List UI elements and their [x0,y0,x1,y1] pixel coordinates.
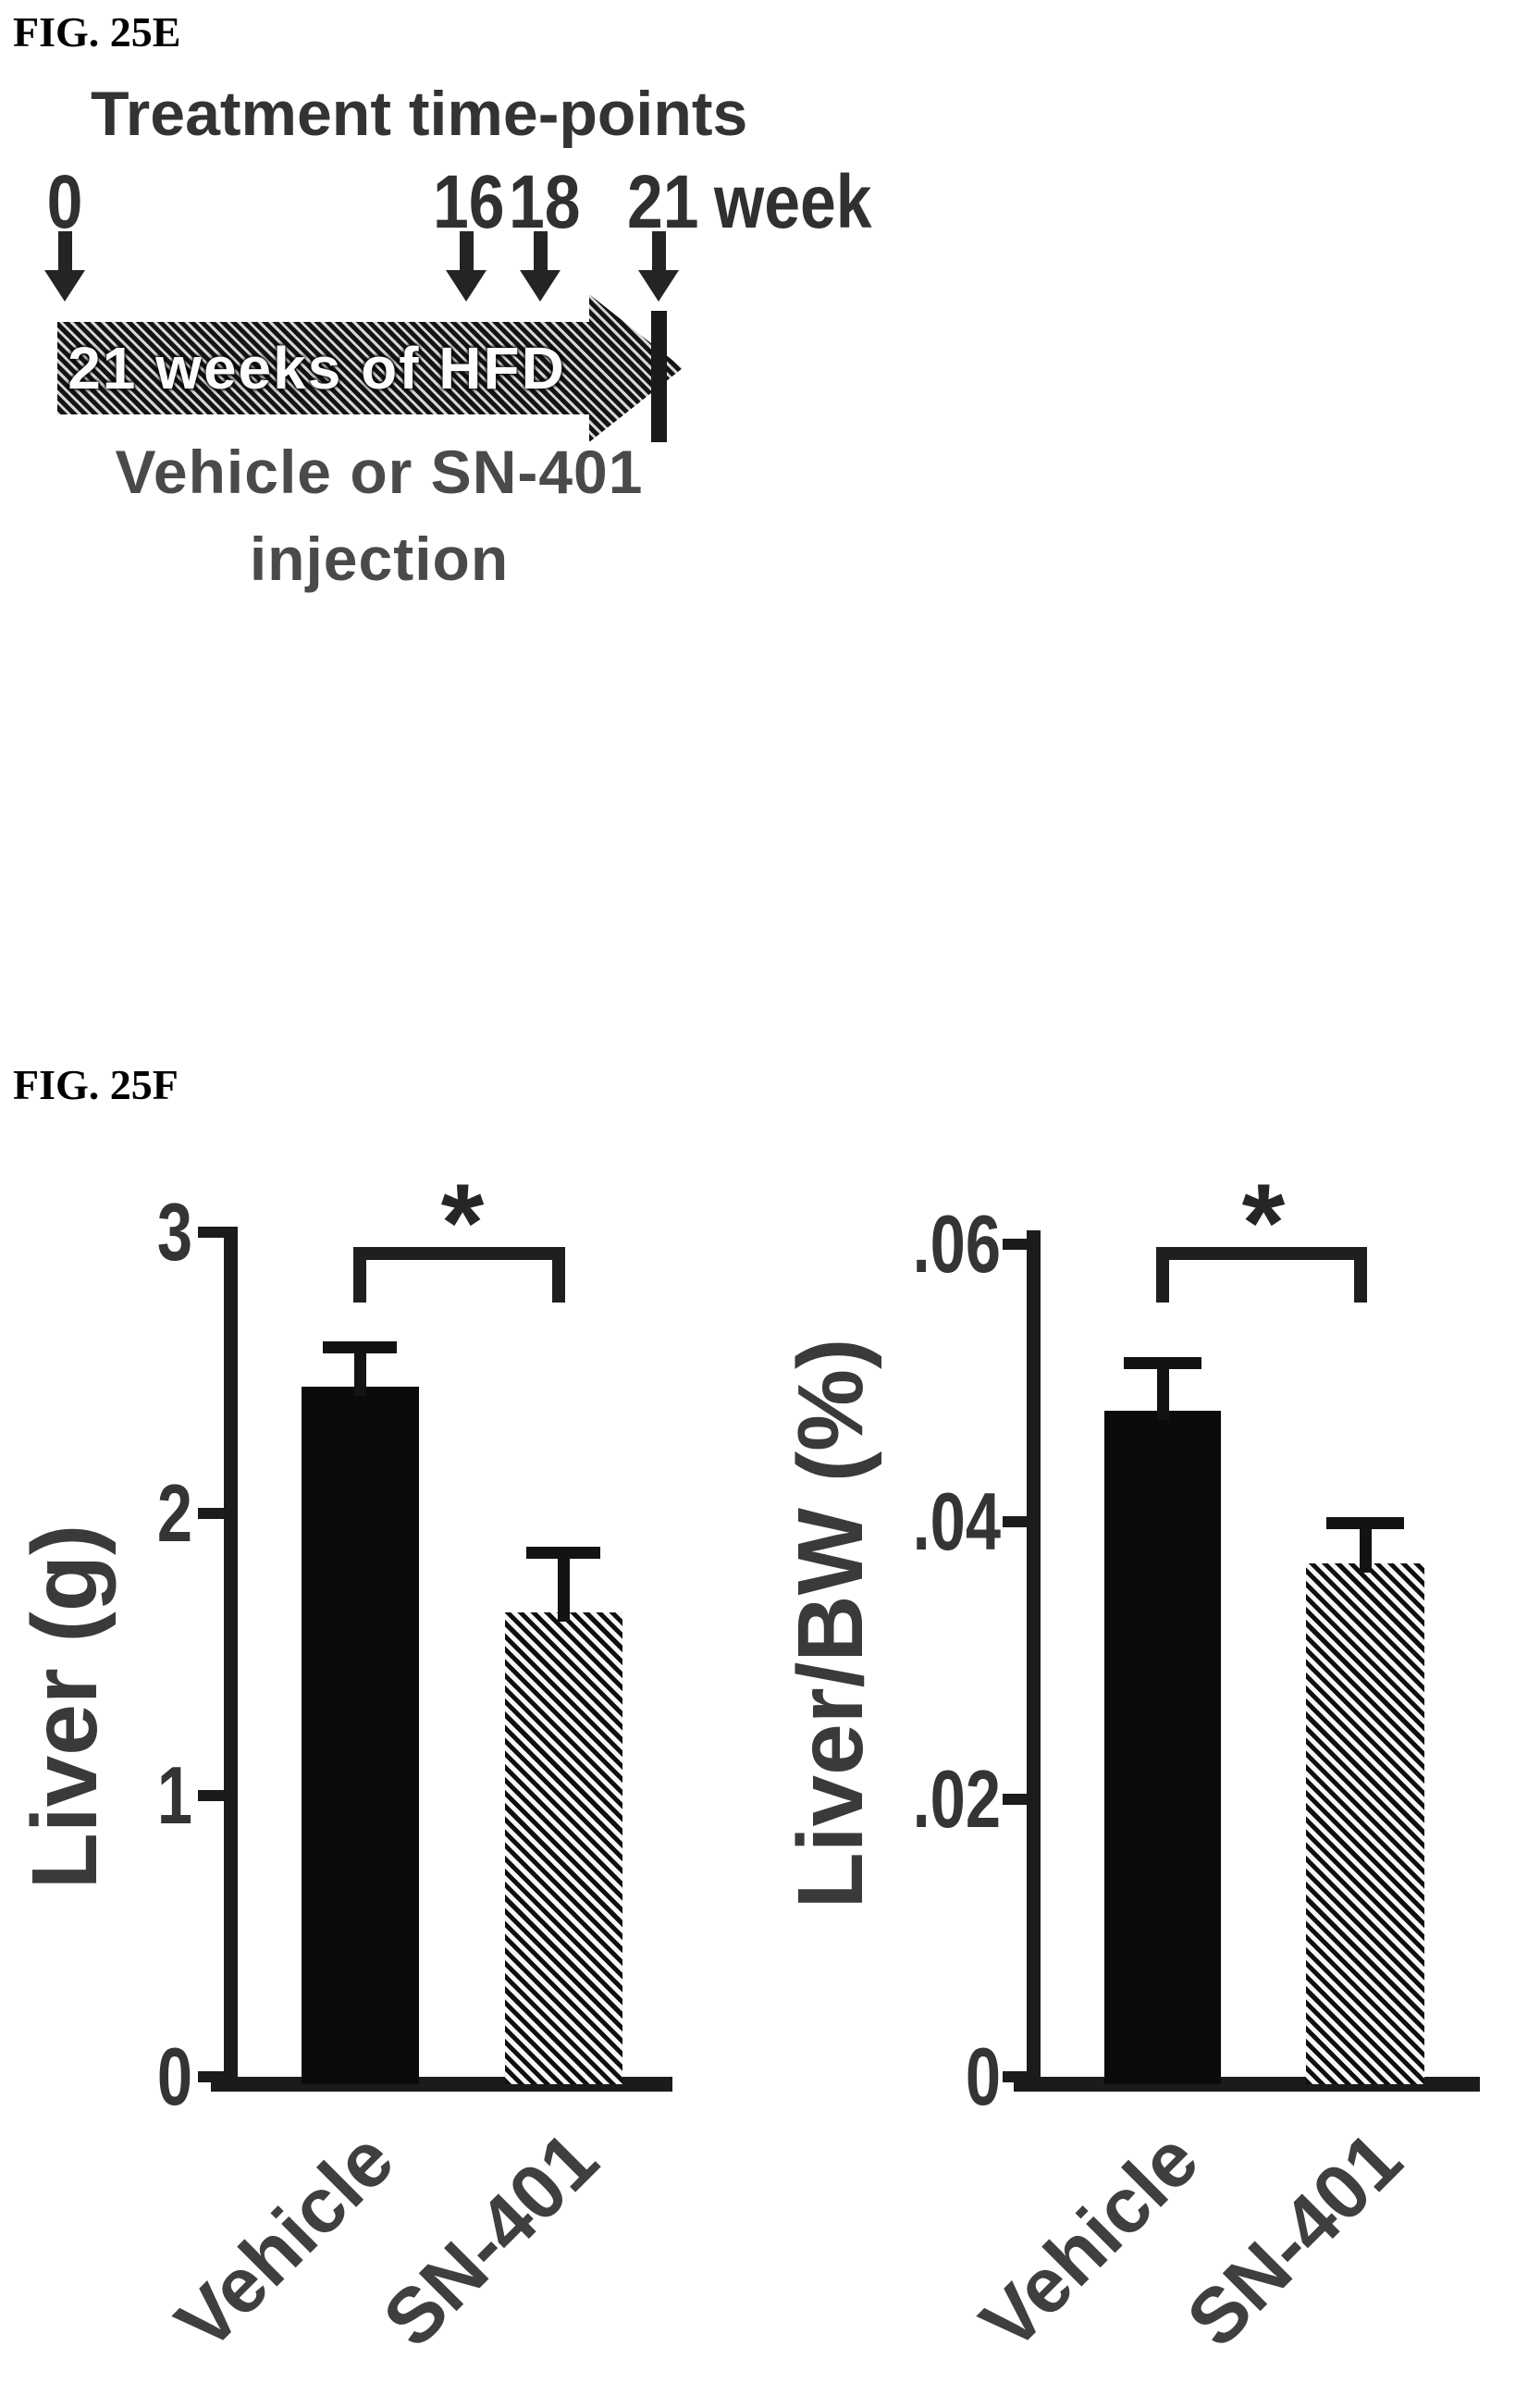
hfd-arrow-label: 21 weeks of HFD [68,335,566,401]
significance-asterisk: * [440,1161,485,1285]
down-arrow-stem [651,231,666,270]
y-axis-title: Liver (g) [12,1524,117,1890]
timepoint-week-21: 21 [627,160,699,244]
bar-vehicle [301,1387,419,2084]
y-tick [1003,1239,1027,1250]
error-bar-cap [1326,1516,1404,1529]
y-tick-label: 3 [156,1186,192,1278]
y-axis-line [1027,1230,1041,2092]
injection-caption-line1: Vehicle or SN-401 [115,438,644,506]
y-tick [1003,1516,1027,1527]
down-arrow-stem [533,231,548,270]
y-tick-label: 0 [156,2031,192,2122]
down-arrow-head [520,270,561,302]
bar-sn-401 [504,1611,622,2084]
down-arrow-icon [637,231,680,302]
timeline-end-bar [651,311,667,442]
y-tick-label: .02 [912,1753,1001,1845]
down-arrow-stem [459,231,474,270]
timepoint-week-0: 0 [46,160,83,244]
y-tick [1003,2071,1027,2082]
down-arrow-icon [445,231,487,302]
y-axis-title: Liver/BW (%) [778,1338,882,1909]
week-unit-label: week [714,160,872,244]
fig-25f-label: FIG. 25F [13,1061,179,1108]
down-arrow-stem [57,231,72,270]
y-tick-label: .04 [912,1475,1001,1567]
y-tick-label: 0 [965,2031,1001,2122]
timepoint-week-16: 16 [433,160,505,244]
timepoint-week-18: 18 [509,160,581,244]
y-tick-label: 2 [156,1467,192,1560]
y-axis-line [224,1227,238,2092]
y-tick [198,2071,224,2082]
bar-vehicle [1104,1411,1221,2084]
significance-asterisk: * [1241,1161,1286,1285]
sig-bracket-bar [1156,1247,1367,1260]
error-bar-stem [1156,1369,1169,1420]
error-bar-cap [323,1340,397,1353]
down-arrow-icon [519,231,561,302]
error-bar-stem [353,1352,366,1397]
down-arrow-head [446,270,487,302]
y-tick [198,1789,224,1801]
error-bar-cap [1124,1357,1201,1369]
hfd-timeline-arrow: 21 weeks of HFD [57,294,683,442]
treatment-timepoints-title: Treatment time-points [91,79,748,149]
sig-bracket-bar [353,1247,565,1260]
y-tick [1003,1794,1027,1805]
y-tick [198,1227,224,1239]
error-bar-stem [557,1559,570,1622]
error-bar-stem [1359,1528,1372,1573]
bar-sn-401 [1306,1563,1424,2084]
fig-25e-label: FIG. 25E [13,8,181,56]
down-arrow-head [638,270,679,302]
error-bar-cap [526,1547,600,1560]
y-tick-label: 1 [156,1748,192,1841]
y-tick-label: .06 [912,1198,1001,1290]
sig-bracket-arm [353,1247,366,1303]
y-tick [198,1508,224,1520]
down-arrow-icon [43,231,86,302]
sig-bracket-arm [1354,1247,1367,1303]
injection-caption-line2: injection [249,525,510,593]
down-arrow-head [44,270,85,302]
sig-bracket-arm [552,1247,565,1303]
sig-bracket-arm [1156,1247,1169,1303]
